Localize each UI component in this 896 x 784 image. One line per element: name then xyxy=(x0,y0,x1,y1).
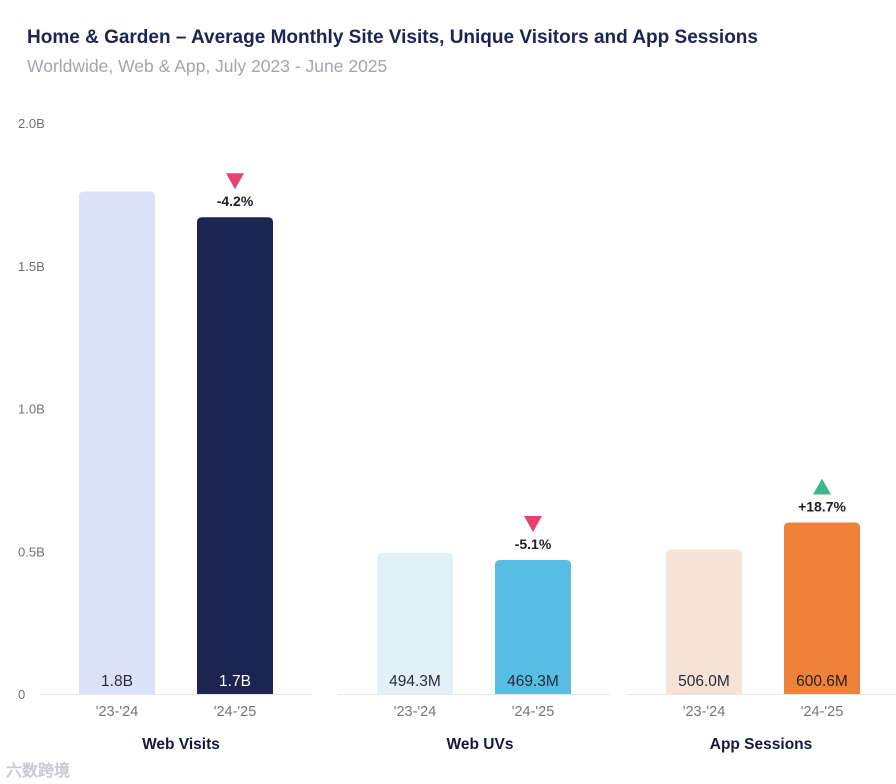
y-tick-label: 0.5B xyxy=(18,544,45,559)
x-tick-label: '23-'24 xyxy=(683,704,726,720)
bar xyxy=(377,552,453,694)
y-tick-label: 2.0B xyxy=(18,116,45,131)
bar xyxy=(666,549,742,694)
change-percent-label: +18.7% xyxy=(798,499,846,515)
group-label: Web Visits xyxy=(142,736,220,753)
y-tick-label: 1.0B xyxy=(18,402,45,417)
bar xyxy=(784,522,860,694)
x-tick-label: '24-'25 xyxy=(801,704,844,720)
y-tick-label: 1.5B xyxy=(18,259,45,274)
y-tick-label: 0 xyxy=(18,687,25,702)
watermark-logo: 六数跨境 xyxy=(6,763,71,780)
bar-value-label: 600.6M xyxy=(796,673,848,690)
change-percent-label: -5.1% xyxy=(515,536,552,552)
bar xyxy=(197,217,273,694)
up-triangle-icon xyxy=(813,478,831,495)
bar xyxy=(495,560,571,694)
bar xyxy=(79,191,155,694)
change-percent-label: -4.2% xyxy=(217,193,254,209)
bar-value-label: 506.0M xyxy=(678,673,730,690)
x-tick-label: '23-'24 xyxy=(394,704,437,720)
bar-value-label: 1.7B xyxy=(219,673,251,690)
down-triangle-icon xyxy=(524,516,542,533)
bar-value-label: 1.8B xyxy=(101,673,133,690)
group-label: Web UVs xyxy=(447,736,514,753)
chart-subtitle: Worldwide, Web & App, July 2023 - June 2… xyxy=(27,56,388,76)
bar-value-label: 494.3M xyxy=(389,673,441,690)
x-tick-label: '23-'24 xyxy=(96,704,139,720)
bar-value-label: 469.3M xyxy=(507,673,559,690)
down-triangle-icon xyxy=(226,173,244,190)
chart-title: Home & Garden – Average Monthly Site Vis… xyxy=(27,27,758,48)
x-tick-label: '24-'25 xyxy=(512,704,555,720)
x-tick-label: '24-'25 xyxy=(214,704,257,720)
group-label: App Sessions xyxy=(710,736,813,753)
